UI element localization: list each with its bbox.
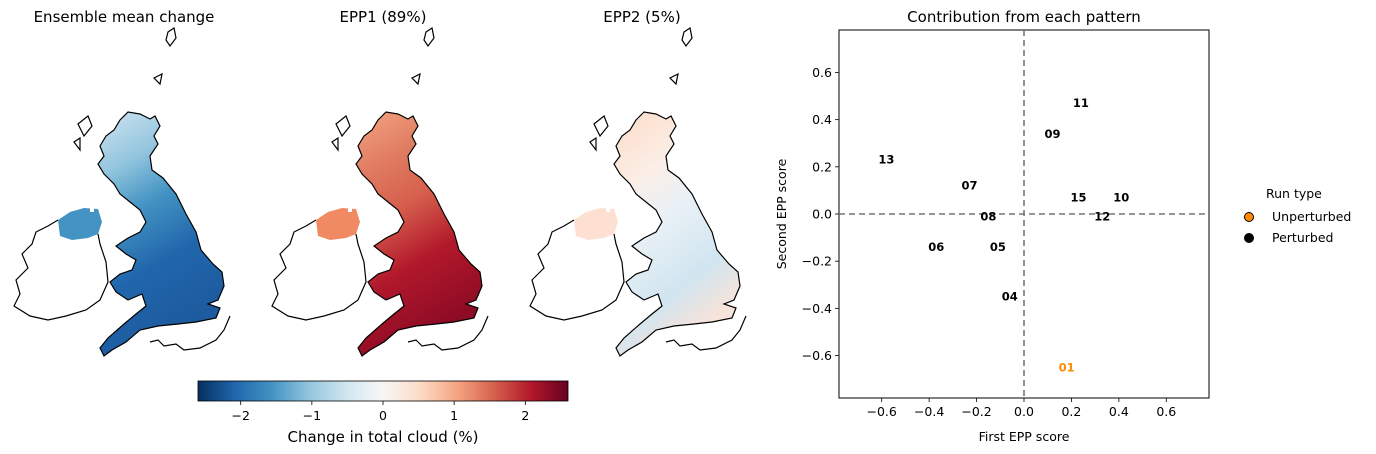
- legend-marker-unperturbed: [1244, 211, 1254, 222]
- x-tick-label: −0.6: [867, 404, 897, 419]
- legend-label-unperturbed: Unperturbed: [1272, 209, 1352, 224]
- france-coast: [407, 315, 489, 351]
- scatter-title: Contribution from each pattern: [907, 8, 1141, 26]
- map-title-mean: Ensemble mean change: [33, 8, 215, 26]
- northern-isles: [668, 27, 693, 86]
- western-isles: [331, 115, 351, 152]
- y-tick-label: 0.2: [812, 159, 832, 174]
- y-tick-label: −0.4: [802, 301, 832, 316]
- colorbar-label: Change in total cloud (%): [287, 428, 478, 446]
- point-label-01: 01: [1059, 360, 1075, 374]
- great-britain-field: [97, 111, 225, 357]
- point-label-11: 11: [1073, 96, 1089, 110]
- x-tick-label: −0.4: [914, 404, 944, 419]
- x-tick-label: 0.2: [1061, 404, 1081, 419]
- y-tick-label: −0.6: [802, 348, 832, 363]
- scatter-panel: Contribution from each pattern −0.6 −0.4 −…: [774, 8, 1210, 444]
- northern-isles: [152, 27, 177, 86]
- colorbar-tick-label: 0: [379, 408, 387, 423]
- northern-ireland-field: [574, 208, 618, 240]
- colorbar-tick-label: 1: [450, 408, 458, 423]
- point-label-08: 08: [980, 209, 996, 223]
- y-tick-label: −0.2: [802, 254, 832, 269]
- great-britain-field: [355, 111, 483, 357]
- western-isles: [73, 115, 93, 152]
- france-coast: [149, 315, 231, 351]
- missing-cell: [90, 204, 94, 212]
- y-tick-label: 0.0: [812, 207, 832, 222]
- point-label-12: 12: [1094, 209, 1110, 223]
- point-label-06: 06: [928, 240, 944, 254]
- point-label-07: 07: [961, 179, 977, 193]
- maps-layer: [13, 27, 747, 357]
- x-tick-label: 0.0: [1014, 404, 1034, 419]
- x-tick-label: 0.4: [1109, 404, 1129, 419]
- point-label-15: 15: [1071, 190, 1087, 204]
- point-label-13: 13: [878, 153, 894, 167]
- y-tick-label: 0.6: [812, 65, 832, 80]
- northern-ireland-field: [58, 208, 102, 240]
- legend-entry-unperturbed: Unperturbed: [1238, 206, 1351, 227]
- colorbar-gradient: [197, 380, 569, 402]
- point-label-09: 09: [1044, 127, 1060, 141]
- map-epp2: [529, 27, 747, 357]
- colorbar-tick-label: −1: [303, 408, 321, 423]
- y-tick-label: 0.4: [812, 112, 832, 127]
- map-title-epp2: EPP2 (5%): [603, 8, 681, 26]
- point-label-05: 05: [990, 240, 1006, 254]
- point-label-10: 10: [1113, 190, 1129, 204]
- legend-label-perturbed: Perturbed: [1272, 230, 1334, 245]
- legend-title: Run type: [1266, 186, 1322, 201]
- x-axis-label: First EPP score: [979, 429, 1070, 444]
- x-tick-label: −0.2: [961, 404, 991, 419]
- map-title-epp1: EPP1 (89%): [339, 8, 427, 26]
- point-label-04: 04: [1002, 290, 1018, 304]
- colorbar-tick-label: −2: [231, 408, 249, 423]
- run-type-legend: Run type Unperturbed Perturbed: [1238, 186, 1351, 248]
- legend-entry-perturbed: Perturbed: [1238, 227, 1351, 248]
- map-epp1: [271, 27, 489, 357]
- missing-cell: [348, 204, 352, 212]
- legend-marker-perturbed: [1244, 232, 1254, 243]
- y-axis-label: Second EPP score: [774, 158, 789, 269]
- western-isles: [589, 115, 609, 152]
- northern-isles: [410, 27, 435, 86]
- map-mean: [13, 27, 231, 357]
- france-coast: [665, 315, 747, 351]
- great-britain-field: [613, 111, 741, 357]
- colorbar: −2 −1 0 1 2 Change in total cloud (%): [197, 380, 569, 446]
- x-tick-label: 0.6: [1156, 404, 1176, 419]
- colorbar-tick-label: 2: [521, 408, 529, 423]
- missing-cell: [606, 204, 610, 212]
- northern-ireland-field: [316, 208, 360, 240]
